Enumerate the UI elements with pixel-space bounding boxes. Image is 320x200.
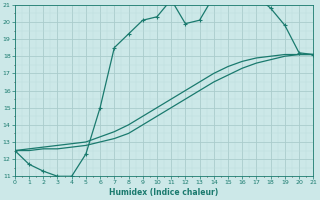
X-axis label: Humidex (Indice chaleur): Humidex (Indice chaleur) <box>109 188 219 197</box>
